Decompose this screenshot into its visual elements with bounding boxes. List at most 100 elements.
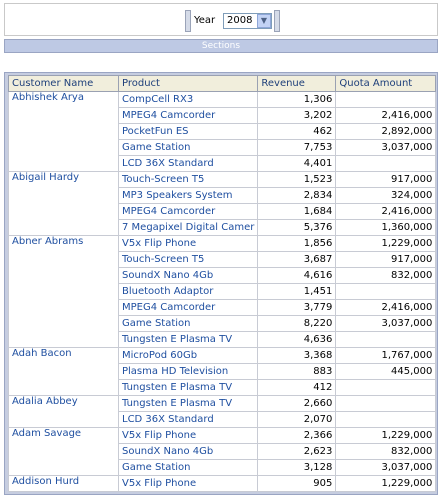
product-cell[interactable]: Touch-Screen T5	[117, 251, 259, 268]
customer-name-cell[interactable]: Addison Hurd	[8, 475, 119, 492]
year-label: Year	[194, 15, 216, 26]
quota-cell	[335, 411, 437, 428]
revenue-cell: 462	[257, 123, 337, 140]
quota-cell: 1,229,000	[335, 427, 437, 444]
quota-cell: 3,037,000	[335, 459, 437, 476]
column-header-product[interactable]: Product	[117, 75, 259, 92]
revenue-cell: 2,834	[257, 187, 337, 204]
product-cell[interactable]: SoundX Nano 4Gb	[117, 443, 259, 460]
table-row: LCD 36X Standard 4,401	[9, 155, 437, 172]
table-row: Abigail Hardy Touch-Screen T5 1,523 917,000	[8, 171, 437, 236]
revenue-cell: 412	[257, 379, 337, 396]
table-row: Touch-Screen T5 3,687 917,000	[9, 251, 437, 268]
product-cell[interactable]: Tungsten E Plasma TV	[117, 379, 259, 396]
revenue-cell: 1,451	[257, 283, 337, 300]
product-cell[interactable]: MicroPod 60Gb	[117, 347, 259, 364]
product-cell[interactable]: Tungsten E Plasma TV	[117, 331, 259, 348]
revenue-cell: 905	[257, 475, 337, 492]
product-cell[interactable]: Game Station	[117, 315, 259, 332]
table-row: Plasma HD Television 883 445,000	[9, 363, 437, 380]
revenue-cell: 3,779	[257, 299, 337, 316]
revenue-cell: 2,623	[257, 443, 337, 460]
table-row: MP3 Speakers System 2,834 324,000	[9, 187, 437, 204]
chevron-down-icon[interactable]: ▼	[257, 14, 271, 28]
product-cell[interactable]: Game Station	[117, 139, 259, 156]
product-cell[interactable]: Touch-Screen T5	[117, 171, 259, 188]
table-row: Adah Bacon MicroPod 60Gb 3,368 1,767,000	[8, 347, 437, 396]
revenue-cell: 1,523	[257, 171, 337, 188]
table-row: SoundX Nano 4Gb 2,623 832,000	[9, 443, 437, 460]
product-cell[interactable]: MPEG4 Camcorder	[117, 299, 259, 316]
column-header-customer[interactable]: Customer Name	[8, 75, 119, 92]
table-row: MPEG4 Camcorder 3,779 2,416,000	[9, 299, 437, 316]
quota-cell: 832,000	[335, 443, 437, 460]
customer-name-cell[interactable]: Adam Savage	[8, 427, 119, 476]
year-prompt: Year 2008 ▼	[185, 10, 280, 34]
sections-header: Sections	[4, 39, 438, 53]
quota-cell: 3,037,000	[335, 315, 437, 332]
table-row: Abhishek Arya CompCell RX3 1,306	[8, 91, 437, 172]
quota-cell: 917,000	[335, 251, 437, 268]
product-cell[interactable]: Tungsten E Plasma TV	[117, 395, 259, 412]
customer-name-cell[interactable]: Adalia Abbey	[8, 395, 119, 428]
year-dropdown[interactable]: 2008 ▼	[223, 13, 272, 29]
customer-name-cell[interactable]: Abigail Hardy	[8, 171, 119, 236]
product-cell[interactable]: MP3 Speakers System	[117, 187, 259, 204]
table-row: Abner Abrams V5x Flip Phone 1,856 1,229,000	[8, 235, 437, 348]
revenue-cell: 3,687	[257, 251, 337, 268]
pivot-table: Customer Name Product Revenue Quota Amou…	[8, 75, 437, 492]
product-cell[interactable]: V5x Flip Phone	[117, 475, 259, 492]
table-row: SoundX Nano 4Gb 4,616 832,000	[9, 267, 437, 284]
customer-name-cell[interactable]: Adah Bacon	[8, 347, 119, 396]
table-row: Game Station 8,220 3,037,000	[9, 315, 437, 332]
table-row: Bluetooth Adaptor 1,451	[9, 283, 437, 300]
quota-cell: 2,892,000	[335, 123, 437, 140]
revenue-cell: 1,856	[257, 235, 337, 252]
revenue-cell: 3,368	[257, 347, 337, 364]
revenue-cell: 8,220	[257, 315, 337, 332]
revenue-cell: 1,684	[257, 203, 337, 220]
product-cell[interactable]: 7 Megapixel Digital Camer	[117, 219, 259, 236]
table-row: Adam Savage V5x Flip Phone 2,366 1,229,000	[8, 427, 437, 476]
table-row: Game Station 7,753 3,037,000	[9, 139, 437, 156]
quota-cell	[335, 283, 437, 300]
customer-name-cell[interactable]: Abhishek Arya	[8, 91, 119, 172]
product-cell[interactable]: SoundX Nano 4Gb	[117, 267, 259, 284]
quota-cell: 1,360,000	[335, 219, 437, 236]
product-cell[interactable]: PocketFun ES	[117, 123, 259, 140]
customer-name-cell[interactable]: Abner Abrams	[8, 235, 119, 348]
table-row: Addison Hurd V5x Flip Phone 905 1,229,000	[8, 475, 437, 492]
quota-cell: 445,000	[335, 363, 437, 380]
product-cell[interactable]: Plasma HD Television	[117, 363, 259, 380]
product-cell[interactable]: Game Station	[117, 459, 259, 476]
quota-cell: 1,767,000	[335, 347, 437, 364]
revenue-cell: 883	[257, 363, 337, 380]
product-cell[interactable]: CompCell RX3	[117, 91, 259, 108]
product-cell[interactable]: V5x Flip Phone	[117, 427, 259, 444]
product-cell[interactable]: LCD 36X Standard	[117, 411, 259, 428]
revenue-cell: 4,616	[257, 267, 337, 284]
quota-cell	[335, 155, 437, 172]
quota-cell	[335, 331, 437, 348]
quota-cell	[335, 91, 437, 108]
quota-cell: 832,000	[335, 267, 437, 284]
revenue-cell: 1,306	[257, 91, 337, 108]
product-cell[interactable]: MPEG4 Camcorder	[117, 203, 259, 220]
product-cell[interactable]: V5x Flip Phone	[117, 235, 259, 252]
product-cell[interactable]: LCD 36X Standard	[117, 155, 259, 172]
quota-cell: 2,416,000	[335, 203, 437, 220]
quota-cell: 917,000	[335, 171, 437, 188]
column-header-quota[interactable]: Quota Amount	[335, 75, 437, 92]
pivot-table-container: Customer Name Product Revenue Quota Amou…	[4, 72, 438, 495]
product-cell[interactable]: MPEG4 Camcorder	[117, 107, 259, 124]
column-header-revenue[interactable]: Revenue	[257, 75, 337, 92]
table-row: Tungsten E Plasma TV 412	[9, 379, 437, 396]
quota-cell	[335, 379, 437, 396]
product-cell[interactable]: Bluetooth Adaptor	[117, 283, 259, 300]
quota-cell: 3,037,000	[335, 139, 437, 156]
quota-cell: 1,229,000	[335, 475, 437, 492]
table-row: MPEG4 Camcorder 3,202 2,416,000	[9, 107, 437, 124]
table-row: Adalia Abbey Tungsten E Plasma TV 2,660	[8, 395, 437, 428]
prompt-left-grip	[185, 10, 191, 32]
revenue-cell: 5,376	[257, 219, 337, 236]
